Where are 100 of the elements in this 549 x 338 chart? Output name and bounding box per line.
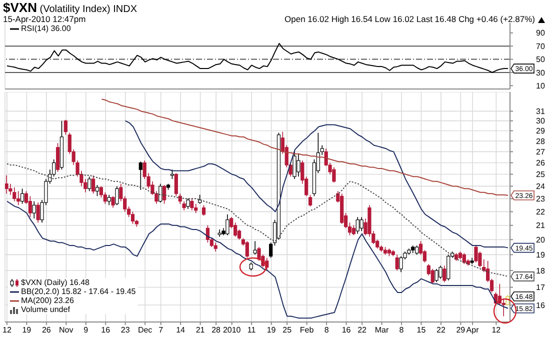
y-tick-label: 90 bbox=[536, 28, 546, 38]
line-series bbox=[6, 42, 509, 73]
x-tick-label: 19 bbox=[22, 326, 32, 335]
candlestick bbox=[269, 242, 273, 258]
x-tick-label: 22 bbox=[436, 326, 446, 335]
candlestick bbox=[16, 190, 20, 206]
x-tick-label: 11 bbox=[247, 326, 256, 335]
candlestick bbox=[352, 224, 356, 236]
candlestick bbox=[88, 176, 92, 192]
y-tick-label: 30 bbox=[536, 116, 546, 126]
candlestick bbox=[64, 119, 68, 136]
x-tick-label: 26 bbox=[42, 326, 52, 335]
x-tick-label: 23 bbox=[120, 326, 130, 335]
candlestick bbox=[446, 254, 450, 281]
x-tick-label: 28 bbox=[212, 326, 222, 335]
y-tick-label: 20 bbox=[536, 235, 546, 244]
legend-label: $VXN (Daily) 16.48 bbox=[21, 278, 90, 287]
candlestick bbox=[130, 211, 135, 224]
y-tick-label: 31 bbox=[536, 107, 546, 116]
x-tick-label: 25 bbox=[282, 326, 292, 335]
candlestick bbox=[434, 268, 438, 283]
candlestick bbox=[253, 240, 257, 256]
x-tick-label: 16 bbox=[101, 326, 111, 335]
x-tick-label: Dec bbox=[138, 326, 152, 335]
candlestick bbox=[202, 204, 206, 216]
candlestick bbox=[395, 254, 399, 271]
candlestick bbox=[138, 161, 142, 190]
candlestick bbox=[12, 187, 16, 202]
candlestick bbox=[237, 229, 242, 240]
candlestick bbox=[56, 142, 60, 172]
candlestick bbox=[107, 194, 111, 206]
y-tick-label: 18 bbox=[536, 266, 546, 276]
candlestick bbox=[438, 265, 442, 280]
y-tick-label: 26 bbox=[536, 158, 546, 168]
candlestick bbox=[245, 240, 249, 258]
candlestick bbox=[399, 256, 403, 273]
candlestick bbox=[91, 175, 96, 194]
candlestick bbox=[502, 299, 506, 317]
x-tick-label: 21 bbox=[196, 326, 206, 335]
y-tick-label: 25 bbox=[536, 170, 546, 180]
line-series bbox=[124, 120, 509, 248]
candlestick bbox=[115, 186, 119, 206]
chart-subtitle: 15-Apr-2010 12:47pm bbox=[3, 14, 86, 24]
x-tick-label: Mar bbox=[374, 326, 389, 335]
x-tick-label: 15 bbox=[416, 326, 426, 335]
x-tick-label: 2010 bbox=[222, 326, 242, 335]
y-tick-label: 30 bbox=[536, 68, 546, 78]
y-tick-label: 21 bbox=[536, 221, 546, 230]
x-tick-label: 29 bbox=[456, 326, 466, 335]
x-tick-label: 8 bbox=[324, 326, 330, 335]
x-tick-label: 12 bbox=[2, 326, 12, 335]
y-tick-label: 17 bbox=[536, 283, 546, 292]
x-tick-label: 8 bbox=[399, 326, 404, 335]
candlestick bbox=[20, 188, 24, 204]
y-tick-label: 50 bbox=[536, 55, 546, 64]
x-tick-label: Apr bbox=[466, 326, 480, 335]
candlestick bbox=[360, 216, 364, 232]
candlestick bbox=[296, 153, 300, 177]
line-series bbox=[101, 98, 509, 196]
x-tick-label: 22 bbox=[358, 326, 368, 335]
x-tick-label: 12 bbox=[492, 326, 502, 335]
candlestick bbox=[292, 151, 296, 180]
chart-title: $VXN (Volatility Index) INDX bbox=[3, 0, 138, 15]
x-tick-label: 9 bbox=[84, 326, 89, 335]
candlestick bbox=[214, 242, 218, 252]
y-tick-label: 27 bbox=[536, 148, 546, 157]
x-tick-label: 7 bbox=[158, 326, 164, 335]
candlestick bbox=[332, 166, 336, 183]
candlestick bbox=[5, 175, 8, 194]
candlestick bbox=[95, 184, 100, 197]
x-tick-label: Feb bbox=[300, 326, 314, 335]
y-tick-label: 22 bbox=[536, 208, 546, 217]
x-tick-label: 14 bbox=[176, 326, 186, 335]
y-tick-label: 24 bbox=[536, 182, 546, 192]
legend-label: RSI(14) 36.00 bbox=[21, 24, 71, 33]
x-tick-label: Nov bbox=[59, 326, 74, 335]
candlestick bbox=[308, 194, 312, 207]
candlestick bbox=[462, 252, 466, 264]
y-tick-label: 16 bbox=[536, 300, 546, 310]
candlestick bbox=[158, 183, 162, 203]
y-tick-label: 19 bbox=[536, 250, 546, 260]
y-tick-label: 10 bbox=[536, 82, 546, 91]
candlestick bbox=[186, 198, 190, 210]
y-tick-label: 70 bbox=[536, 42, 546, 51]
candlestick bbox=[194, 203, 198, 214]
y-tick-label: 29 bbox=[536, 126, 546, 136]
x-tick-label: 19 bbox=[266, 326, 276, 335]
y-tick-label: 28 bbox=[536, 136, 546, 146]
candlestick bbox=[162, 184, 166, 204]
y-tick-label: 23 bbox=[536, 194, 546, 204]
candlestick bbox=[356, 216, 360, 234]
candlestick bbox=[226, 214, 230, 236]
candlestick bbox=[415, 245, 419, 256]
candlestick bbox=[442, 265, 446, 283]
legend-label: BB(20,2.0) 15.82 - 17.64 - 19.45 bbox=[21, 287, 136, 296]
candlestick bbox=[28, 196, 32, 218]
x-tick-label: 16 bbox=[342, 326, 352, 335]
legend-label: MA(200) 23.26 bbox=[21, 296, 74, 305]
candlestick bbox=[111, 196, 115, 208]
candlestick bbox=[190, 198, 194, 211]
